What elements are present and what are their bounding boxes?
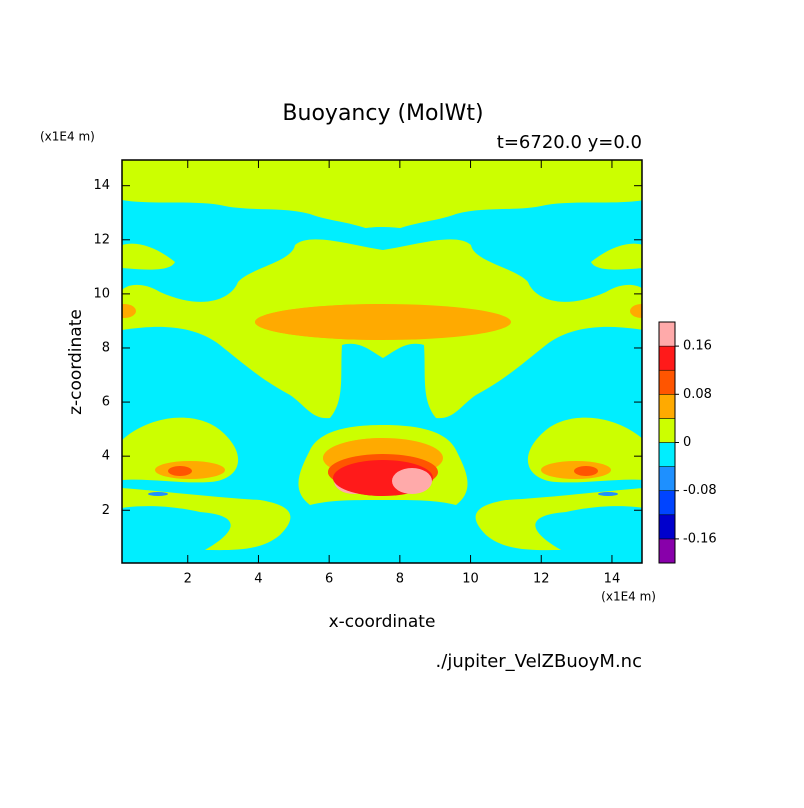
x-tick-label: 4 [254,572,262,587]
colorbar-band [658,345,676,371]
contour-region [122,239,383,419]
colorbar-band [658,514,676,540]
contour-region [148,492,168,496]
colorbar-tick-label: -0.08 [683,483,717,498]
y-tick-label: 4 [102,449,110,464]
contour-half [255,160,642,551]
contour-region [591,243,642,270]
colorbar-band [658,442,676,467]
y-tick-label: 8 [102,340,110,355]
contour-field [122,160,642,563]
contour-region [383,239,642,419]
y-tick-label: 6 [102,395,110,410]
colorbar-band [658,466,676,491]
colorbar-tick-label: 0.08 [683,387,712,402]
x-tick-label: 8 [396,572,404,587]
x-tick-label: 12 [533,572,550,587]
contour-region [383,160,642,236]
y-tick-label: 12 [93,232,110,247]
contour-region [255,304,511,340]
contour-region [122,243,175,270]
chart-title: Buoyancy (MolWt) [282,101,483,126]
colorbar-band [658,321,676,347]
colorbar-band [658,369,676,395]
colorbar-band [658,538,676,564]
contour-region [353,227,413,239]
contour-region [630,304,642,318]
y-axis-label: z-coordinate [66,309,86,415]
colorbar-band [658,490,676,516]
contour-region [392,468,432,494]
contour-region [122,304,136,318]
y-tick-label: 14 [93,178,110,193]
x-tick-label: 14 [604,572,621,587]
y-tick-label: 10 [93,286,110,301]
plot-frame [121,159,643,564]
contour-region [122,488,291,551]
x-axis-label: x-coordinate [329,612,436,632]
y-tick-label: 2 [102,503,110,518]
x-tick-label: 10 [462,572,479,587]
x-unit: (x1E4 m) [601,590,656,604]
x-tick-label: 2 [184,572,192,587]
y-unit: (x1E4 m) [40,130,95,144]
colorbar-tick-label: 0 [683,435,691,450]
x-tick-label: 6 [325,572,333,587]
contour-region [598,492,618,496]
contour-region [475,488,642,551]
subtitle: t=6720.0 y=0.0 [497,132,642,153]
colorbar-band [658,394,676,419]
contour-region [122,160,383,236]
contour-region [574,466,598,476]
colorbar-band [658,418,676,443]
colorbar-tick-label: 0.16 [683,339,712,354]
source-file: ./jupiter_VelZBuoyM.nc [436,651,642,672]
colorbar-tick-label: -0.16 [683,531,717,546]
contour-region [168,466,192,476]
